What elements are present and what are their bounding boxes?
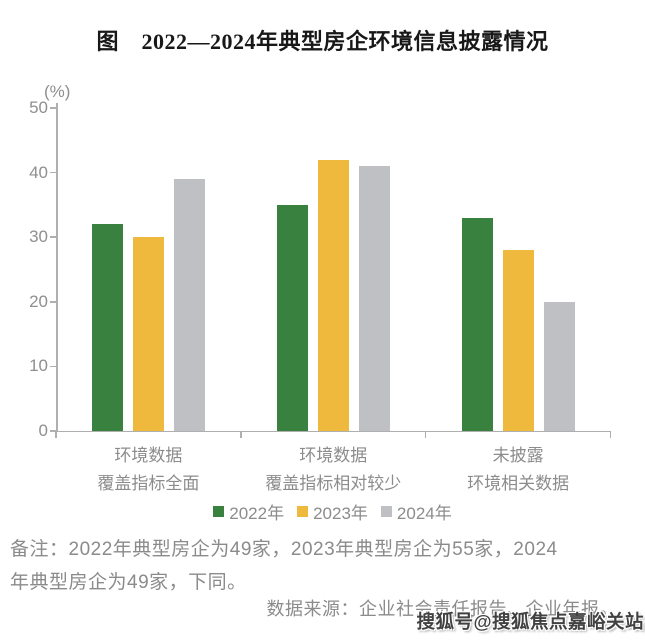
category-label-line: 环境数据 xyxy=(299,446,368,465)
legend-swatch xyxy=(380,505,392,517)
x-tick-mark xyxy=(609,431,612,438)
y-tick-mark xyxy=(50,430,56,432)
y-tick-mark xyxy=(50,365,56,368)
legend-label: 2023年 xyxy=(313,503,368,523)
bar-2024年-环境数据覆盖指标相对较少 xyxy=(358,166,390,431)
x-tick-mark xyxy=(424,431,427,438)
bar-2022年-环境数据覆盖指标相对较少 xyxy=(276,204,308,431)
legend-item-2024年: 2024年 xyxy=(380,499,452,524)
bar-2024年-未披露环境相关数据 xyxy=(543,301,575,431)
category-label-line: 环境相关数据 xyxy=(467,474,570,493)
bar-2024年-环境数据覆盖指标全面 xyxy=(173,179,205,431)
y-tick-mark xyxy=(50,107,56,109)
category-label-line: 覆盖指标相对较少 xyxy=(265,474,402,493)
legend-item-2022年: 2022年 xyxy=(213,499,284,524)
category-label: 未披露 环境相关数据 xyxy=(418,442,618,498)
bar-2022年-环境数据覆盖指标全面 xyxy=(91,224,123,431)
sohu-watermark: 搜狐号@搜狐焦点嘉峪关站 xyxy=(416,611,644,632)
chart-title: 图 2022—2024年典型房企环境信息披露情况 xyxy=(96,29,549,54)
y-tick-label: 0 xyxy=(38,421,48,440)
y-tick-mark xyxy=(50,171,56,174)
y-tick-label: 10 xyxy=(29,356,48,376)
bar-2023年-环境数据覆盖指标相对较少 xyxy=(317,159,349,431)
bar-2023年-未披露环境相关数据 xyxy=(502,250,534,431)
data-source-text: 数据来源：企业社会责任报告、企业年报。 xyxy=(266,599,618,619)
x-axis-line xyxy=(56,430,611,432)
y-axis-unit-label: (%) xyxy=(44,82,71,101)
x-tick-mark xyxy=(240,431,242,438)
legend-swatch xyxy=(297,505,309,517)
bar-2022年-未披露环境相关数据 xyxy=(461,217,493,431)
category-label-line: 覆盖指标全面 xyxy=(97,474,200,493)
category-label-line: 未披露 xyxy=(492,446,544,465)
y-tick-label: 30 xyxy=(29,227,48,247)
bar-2023年-环境数据覆盖指标全面 xyxy=(132,237,164,431)
footnote-line-1: 备注：2022年典型房企为49家，2023年典型房企为55家，2024 xyxy=(10,539,558,560)
x-tick-mark xyxy=(55,431,57,438)
y-tick-label: 20 xyxy=(29,291,48,311)
y-tick-label: 50 xyxy=(29,98,48,117)
y-axis-line xyxy=(56,103,58,432)
footnote: 备注：2022年典型房企为49家，2023年典型房企为55家，2024 年典型房… xyxy=(10,533,629,599)
legend-label: 2022年 xyxy=(229,503,285,523)
footnote-line-2: 年典型房企为49家，下同。 xyxy=(10,572,247,593)
y-tick-label: 40 xyxy=(29,162,48,182)
chart-legend: 2022年 2023年 2024年 xyxy=(20,499,645,524)
legend-item-2023年: 2023年 xyxy=(297,499,368,524)
category-label: 环境数据覆盖指标全面 xyxy=(48,442,248,498)
category-label-line: 环境数据 xyxy=(114,446,183,465)
legend-swatch xyxy=(213,505,225,517)
y-tick-mark xyxy=(50,301,56,303)
category-label: 环境数据覆盖指标相对较少 xyxy=(233,442,433,498)
legend-label: 2024年 xyxy=(396,503,452,523)
y-tick-mark xyxy=(50,236,56,238)
